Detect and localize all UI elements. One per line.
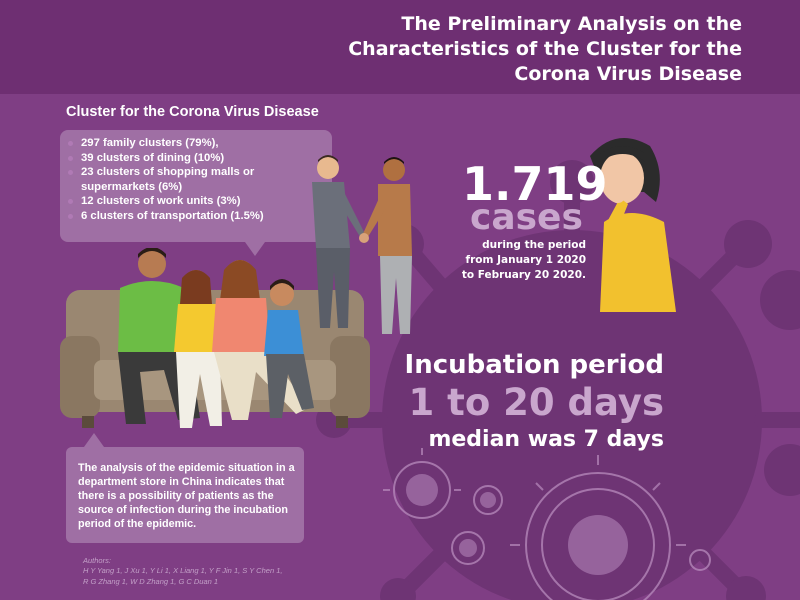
analysis-text: The analysis of the epidemic situation i…: [78, 462, 295, 530]
incubation-range: 1 to 20 days: [408, 381, 664, 424]
cluster-list: 297 family clusters (79%), 39 clusters o…: [68, 136, 324, 223]
coughing-woman-illustration: [590, 138, 676, 312]
bullet-icon: [68, 155, 73, 161]
cluster-item: 39 clusters of dining (10%): [68, 151, 324, 166]
cluster-item: 297 family clusters (79%),: [68, 136, 324, 151]
cases-label: cases: [470, 197, 583, 238]
bullet-icon: [68, 170, 73, 175]
bubble-tail: [245, 242, 265, 256]
handshake-illustration: [312, 155, 412, 334]
cluster-item: 12 clusters of work units (3%): [68, 194, 324, 209]
cases-period-text: during the period from January 1 2020 to…: [461, 239, 586, 281]
family-on-sofa-illustration: [60, 248, 370, 428]
authors-label: Authors:: [83, 556, 111, 565]
bullet-icon: [68, 213, 73, 219]
incubation-label: Incubation period: [404, 350, 664, 380]
analysis-bubble: The analysis of the epidemic situation i…: [66, 433, 304, 543]
page-title: The Preliminary Analysis on the Characte…: [348, 13, 742, 85]
cluster-item: 6 clusters of transportation (1.5%): [68, 209, 324, 224]
incubation-median: median was 7 days: [428, 427, 664, 452]
authors-list: H Y Yang 1, J Xu 1, Y Li 1, X Liang 1, Y…: [83, 566, 283, 586]
cluster-section-heading: Cluster for the Corona Virus Disease: [66, 104, 319, 120]
bullet-icon: [68, 141, 73, 146]
header-banner: [0, 0, 800, 94]
cases-count: 1.719: [462, 157, 608, 211]
bubble-tail: [84, 433, 104, 447]
bullet-icon: [68, 199, 73, 204]
cluster-item: 23 clusters of shopping malls or superma…: [68, 165, 324, 194]
cluster-list-bubble: 297 family clusters (79%), 39 clusters o…: [60, 130, 332, 256]
